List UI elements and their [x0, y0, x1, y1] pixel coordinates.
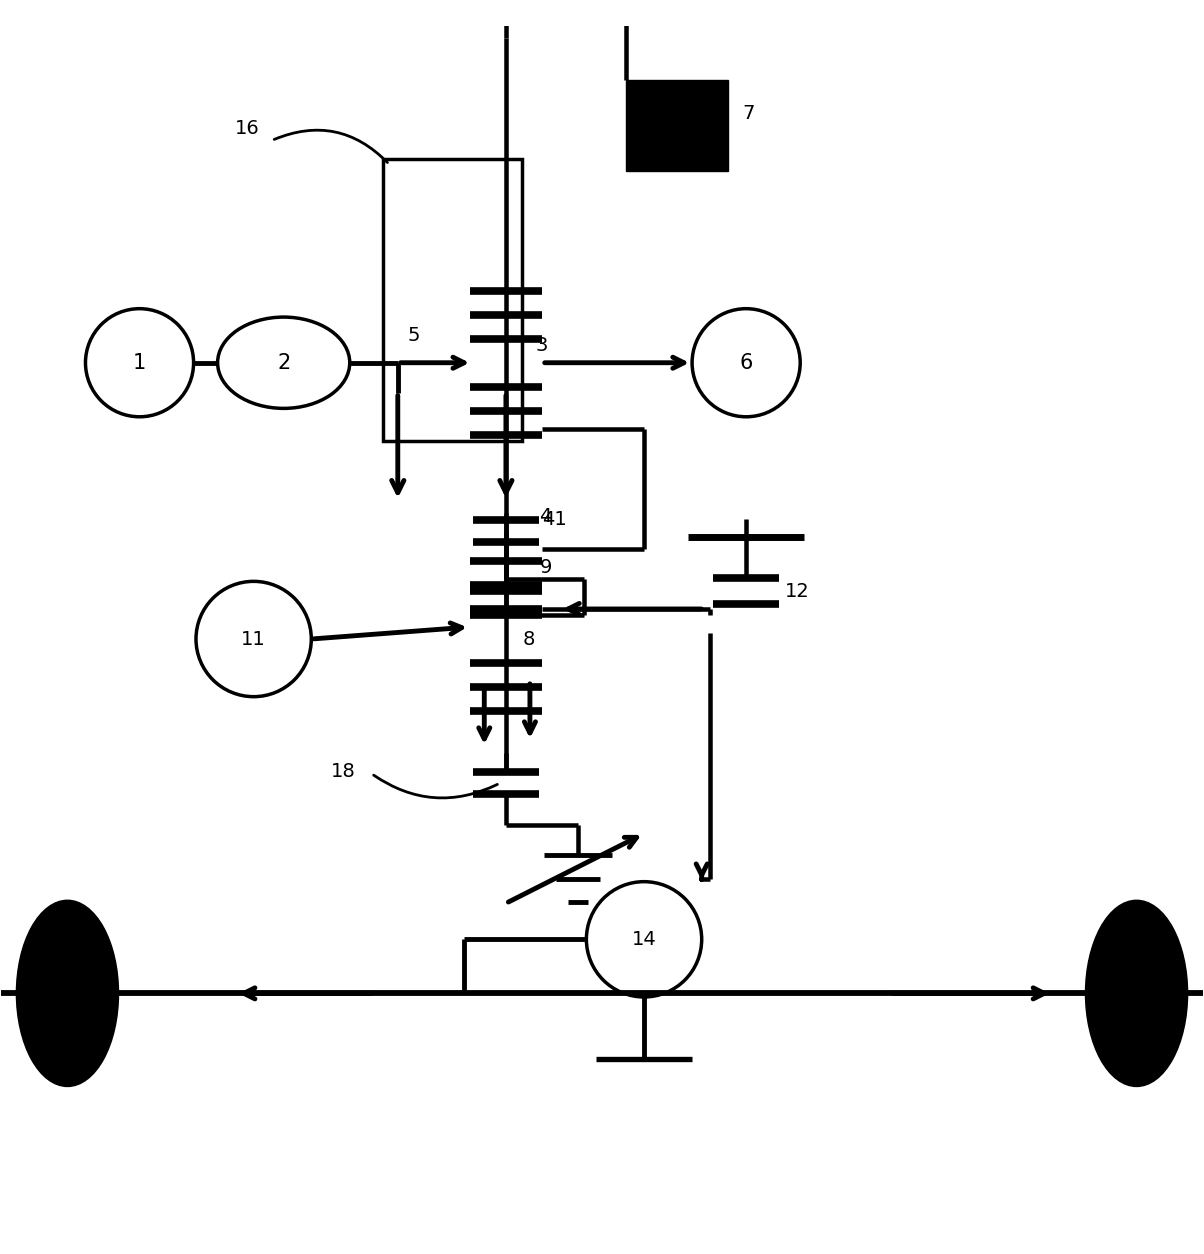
Text: 7: 7	[743, 104, 755, 123]
Text: 14: 14	[632, 929, 656, 949]
Ellipse shape	[17, 900, 118, 1086]
Bar	[383, 158, 521, 441]
Text: 18: 18	[331, 762, 356, 781]
Text: 4: 4	[539, 508, 551, 527]
Text: 41: 41	[542, 510, 567, 529]
Bar	[626, 80, 728, 171]
Ellipse shape	[1086, 900, 1187, 1086]
Text: 5: 5	[407, 326, 420, 345]
Text: 6: 6	[739, 352, 752, 372]
Text: 16: 16	[235, 119, 260, 138]
Text: 9: 9	[539, 558, 551, 577]
Text: 1: 1	[132, 352, 146, 372]
Text: 11: 11	[241, 630, 266, 648]
Text: 12: 12	[785, 582, 809, 601]
Text: 2: 2	[277, 352, 290, 372]
Text: 8: 8	[523, 630, 535, 650]
Text: 3: 3	[536, 336, 548, 355]
